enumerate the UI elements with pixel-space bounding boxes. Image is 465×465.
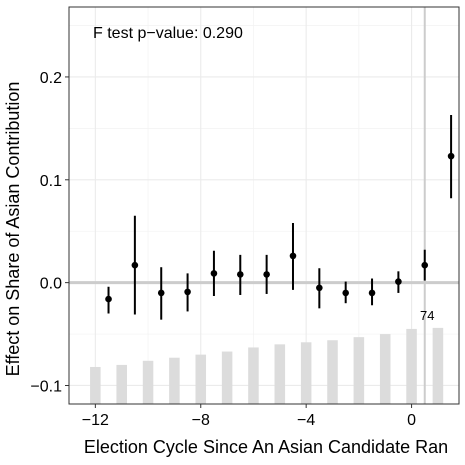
- histogram-bar: [300, 342, 312, 404]
- point-estimates: [105, 114, 455, 320]
- point-estimate: [368, 289, 376, 297]
- x-tick-label: 0: [407, 412, 416, 429]
- f-test-annotation: F test p−value: 0.290: [93, 25, 243, 42]
- plot-panel: [68, 6, 460, 405]
- point-estimate: [157, 289, 165, 297]
- histogram-bar: [116, 364, 127, 404]
- point-estimate: [395, 278, 402, 285]
- histogram-bar: [142, 360, 154, 404]
- point-estimate: [447, 152, 455, 160]
- histogram-bar: [90, 366, 101, 404]
- point-estimate: [131, 261, 139, 269]
- histogram-bar: [406, 328, 417, 404]
- panel-border: [68, 6, 460, 405]
- x-axis-title: Election Cycle Since An Asian Candidate …: [84, 437, 448, 457]
- histogram-bar: [353, 337, 365, 404]
- histogram-bar: [432, 327, 444, 404]
- point-estimate: [236, 271, 244, 278]
- point-estimate: [210, 270, 218, 277]
- point-estimate: [105, 295, 112, 303]
- histogram-bar: [169, 357, 180, 404]
- y-axis: −0.1 0.0 0.1 0.2: [30, 70, 69, 395]
- x-axis: −12 −8 −4 0: [82, 404, 416, 429]
- panel-background: [69, 7, 459, 404]
- point-estimate: [421, 261, 429, 269]
- histogram-bar: [274, 344, 286, 404]
- x-tick-label: −12: [82, 412, 109, 429]
- y-tick-label: 0.2: [40, 70, 62, 87]
- histogram-bar: [327, 340, 338, 404]
- point-estimate: [289, 252, 297, 260]
- point-estimate: [342, 289, 349, 297]
- histogram-bar: [379, 334, 391, 404]
- x-tick-label: −8: [192, 412, 210, 429]
- histogram-bar: [221, 351, 233, 404]
- y-tick-label: 0.0: [40, 276, 62, 293]
- histogram-bars: [90, 327, 444, 404]
- histogram-count-label: 74: [420, 308, 434, 323]
- y-tick-label: 0.1: [40, 173, 62, 190]
- point-estimate: [184, 288, 191, 296]
- point-estimate: [263, 271, 270, 278]
- point-estimate: [316, 284, 323, 292]
- histogram-bar: [248, 347, 259, 404]
- y-axis-title: Effect on Share of Asian Contribution: [3, 82, 23, 377]
- x-tick-label: −4: [297, 412, 315, 429]
- y-tick-label: −0.1: [30, 378, 62, 395]
- histogram-bar: [195, 354, 207, 404]
